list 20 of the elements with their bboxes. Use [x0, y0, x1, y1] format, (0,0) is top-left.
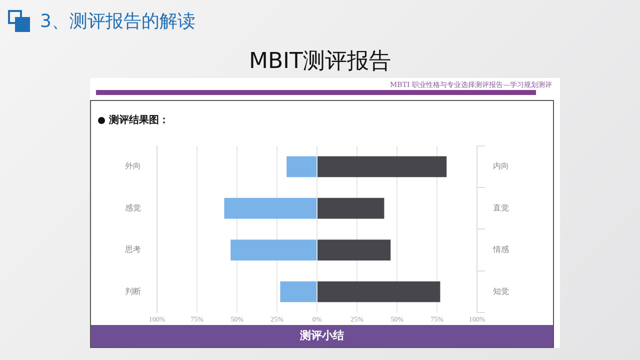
- y-tick-label: 思考: [124, 245, 141, 254]
- text: 测评结果图：: [109, 114, 169, 127]
- y2-tick-label: 情感: [492, 245, 509, 254]
- y-tick-label: 外向: [125, 162, 141, 171]
- bar: [318, 156, 447, 178]
- y2-tick-label: 知觉: [493, 286, 509, 296]
- bar: [230, 240, 316, 260]
- bar: [318, 198, 384, 219]
- bar: [224, 198, 316, 219]
- y2-tick-label: 内向: [493, 162, 509, 171]
- text: 测评小结: [91, 325, 553, 347]
- y-tick-label: 感觉: [125, 203, 141, 212]
- chart-subtitle: 3、测评报告的解读: [40, 10, 196, 33]
- bar: [318, 240, 391, 260]
- bar: [280, 281, 316, 302]
- y-tick-label: 判断: [125, 286, 141, 296]
- y2-tick-label: 直觉: [493, 203, 509, 212]
- chart-title: MBIT测评报告: [248, 48, 392, 76]
- bar: [318, 281, 440, 302]
- bar: [286, 156, 316, 178]
